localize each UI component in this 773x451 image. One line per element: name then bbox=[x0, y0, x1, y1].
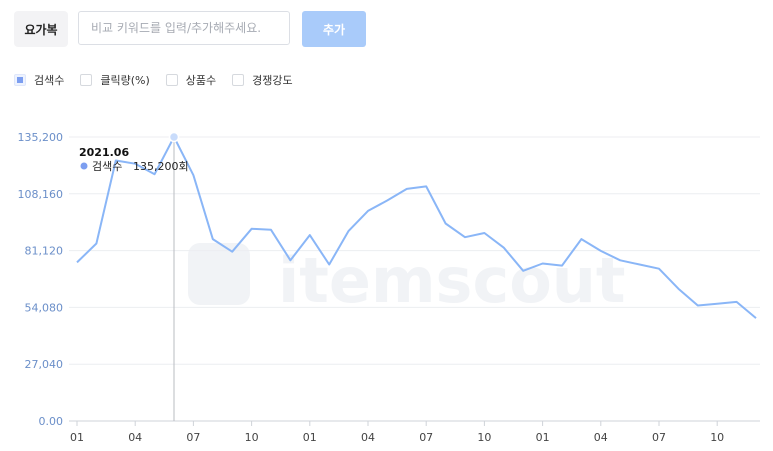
y-tick-label: 135,200 bbox=[18, 131, 64, 144]
compare-keyword-input[interactable] bbox=[78, 11, 290, 45]
x-tick-label: 10 bbox=[245, 431, 259, 444]
hover-point bbox=[168, 131, 180, 143]
legend-label: 검색수 bbox=[34, 74, 65, 87]
checkbox-icon[interactable] bbox=[232, 74, 245, 86]
legend-label: 클릭량(%) bbox=[100, 74, 150, 87]
series-line-search-count bbox=[76, 136, 757, 319]
checkbox-icon[interactable] bbox=[14, 74, 26, 86]
x-tick-label: 01 bbox=[536, 431, 550, 444]
legend-item-competition[interactable]: 경쟁강도 bbox=[232, 72, 293, 88]
tooltip-label: 검색수 bbox=[92, 160, 122, 173]
x-tick-label: 04 bbox=[361, 431, 375, 444]
x-tick-label: 10 bbox=[710, 431, 724, 444]
y-tick-label: 54,080 bbox=[25, 301, 64, 314]
legend-label: 경쟁강도 bbox=[252, 74, 293, 87]
x-tick-label: 04 bbox=[594, 431, 608, 444]
x-tick-label: 07 bbox=[186, 431, 200, 444]
watermark: itemscout bbox=[188, 243, 626, 317]
tooltip-value: 135,200회 bbox=[133, 160, 189, 173]
tooltip-title: 2021.06 bbox=[79, 146, 129, 159]
metric-legend: 검색수 클릭량(%) 상품수 경쟁강도 bbox=[14, 72, 309, 88]
legend-item-product-count[interactable]: 상품수 bbox=[165, 72, 217, 88]
y-tick-label: 81,120 bbox=[25, 245, 64, 258]
y-tick-label: 27,040 bbox=[25, 358, 64, 371]
legend-label: 상품수 bbox=[185, 74, 217, 87]
x-tick-label: 04 bbox=[128, 431, 142, 444]
y-tick-label: 0.00 bbox=[39, 415, 64, 428]
watermark-logo-icon bbox=[188, 243, 250, 305]
x-tick-label: 10 bbox=[477, 431, 491, 444]
x-tick-label: 07 bbox=[652, 431, 666, 444]
legend-item-click-rate[interactable]: 클릭량(%) bbox=[80, 72, 150, 88]
x-tick-label: 01 bbox=[303, 431, 317, 444]
x-tick-label: 07 bbox=[419, 431, 433, 444]
x-tick-label: 01 bbox=[70, 431, 84, 444]
y-tick-label: 108,160 bbox=[18, 188, 64, 201]
add-button[interactable]: 추가 bbox=[302, 11, 366, 47]
legend-item-search-count[interactable]: 검색수 bbox=[14, 72, 64, 88]
tooltip-dot-icon bbox=[80, 162, 88, 170]
watermark-text: itemscout bbox=[278, 244, 626, 317]
checkbox-icon[interactable] bbox=[80, 74, 93, 86]
checkbox-icon[interactable] bbox=[165, 74, 178, 86]
keyword-chip[interactable]: 요가복 bbox=[14, 11, 68, 47]
